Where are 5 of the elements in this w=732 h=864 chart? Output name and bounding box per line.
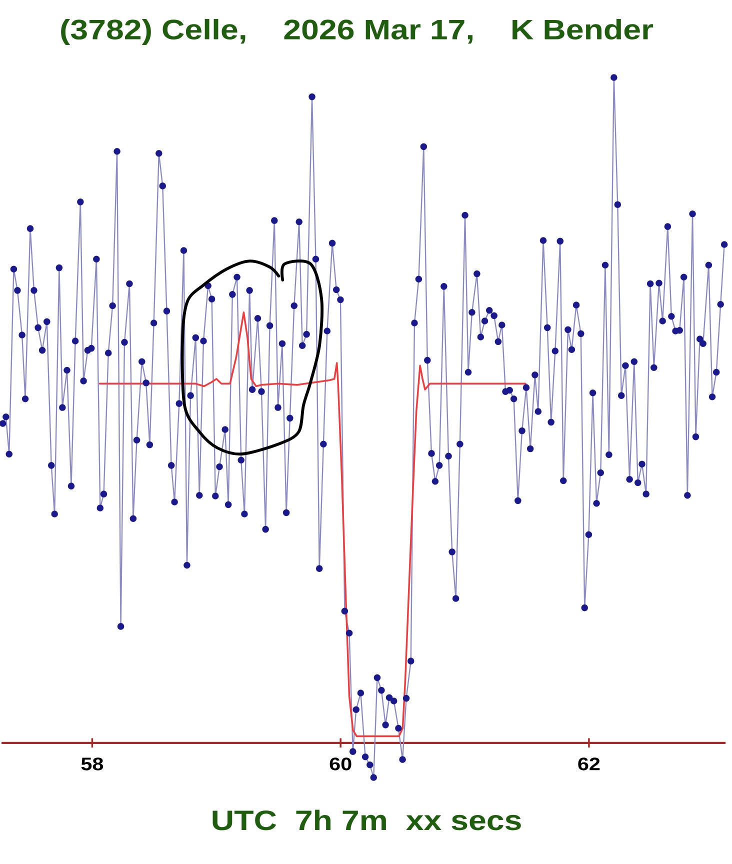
x-tick-label: 60	[330, 758, 352, 770]
x-axis-title: UTC 7h 7m xx secs	[212, 810, 522, 830]
x-tick-label: 58	[82, 758, 104, 770]
chart-title: (3782) Celle, 2026 Mar 17, K Bender	[61, 18, 654, 46]
x-tick-label: 62	[578, 758, 600, 770]
